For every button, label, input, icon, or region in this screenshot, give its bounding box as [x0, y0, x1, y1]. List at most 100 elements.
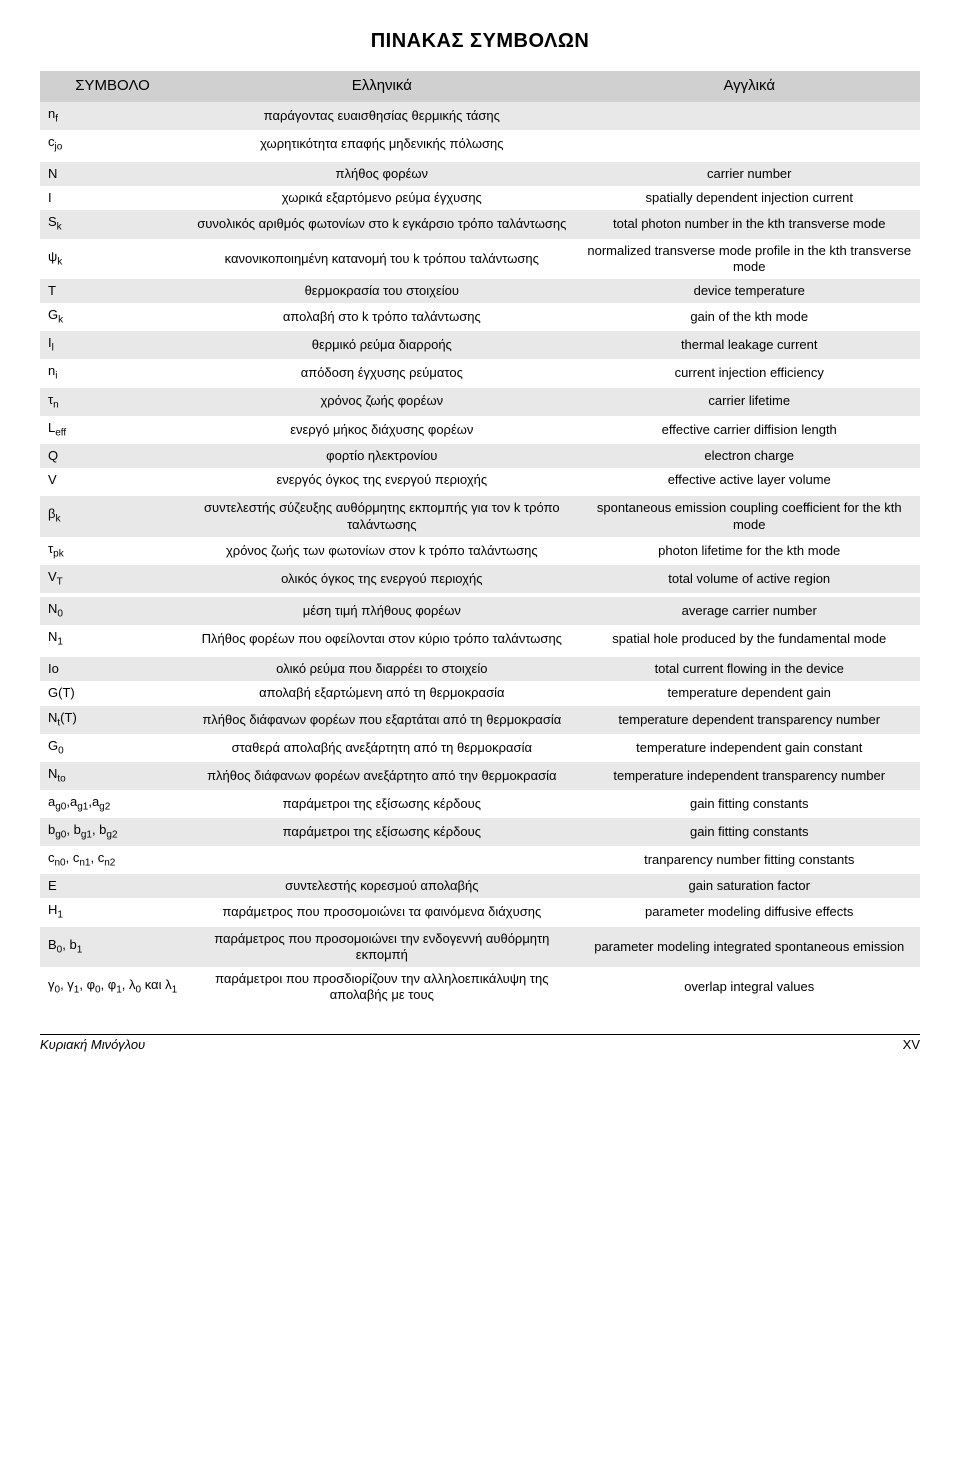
- greek-cell: παράμετροι που προσδιορίζουν την αλληλοε…: [185, 967, 578, 1008]
- table-row: ag0,ag1,ag2παράμετροι της εξίσωσης κέρδο…: [40, 790, 920, 818]
- symbol-cell: N0: [40, 597, 185, 625]
- greek-cell: χρόνος ζωής φορέων: [185, 388, 578, 416]
- greek-cell: πλήθος διάφανων φορέων ανεξάρτητο από τη…: [185, 762, 578, 790]
- table-row: Iχωρικά εξαρτόμενο ρεύμα έγχυσηςspatiall…: [40, 186, 920, 210]
- table-row: Nt(T)πλήθος διάφανων φορέων που εξαρτάτα…: [40, 706, 920, 734]
- table-row: Ilθερμικό ρεύμα διαρροήςthermal leakage …: [40, 331, 920, 359]
- symbol-cell: γ0, γ1, φ0, φ1, λ0 και λ1: [40, 967, 185, 1008]
- greek-cell: Πλήθος φορέων που οφείλονται στον κύριο …: [185, 625, 578, 653]
- symbol-cell: VT: [40, 565, 185, 593]
- table-header-cell: Αγγλικά: [578, 71, 920, 102]
- table-row: G(T)απολαβή εξαρτώμενη από τη θερμοκρασί…: [40, 681, 920, 705]
- greek-cell: [185, 846, 578, 874]
- english-cell: device temperature: [578, 279, 920, 303]
- english-cell: temperature independent gain constant: [578, 734, 920, 762]
- english-cell: current injection efficiency: [578, 359, 920, 387]
- symbol-cell: βk: [40, 496, 185, 537]
- english-cell: spatially dependent injection current: [578, 186, 920, 210]
- symbol-cell: N1: [40, 625, 185, 653]
- greek-cell: παράμετροι της εξίσωσης κέρδους: [185, 818, 578, 846]
- symbol-cell: Gk: [40, 303, 185, 331]
- table-header-row: ΣΥΜΒΟΛΟΕλληνικάΑγγλικά: [40, 71, 920, 102]
- english-cell: effective active layer volume: [578, 468, 920, 492]
- greek-cell: φορτίο ηλεκτρονίου: [185, 444, 578, 468]
- symbol-cell: nf: [40, 102, 185, 130]
- table-row: G0σταθερά απολαβής ανεξάρτητη από τη θερ…: [40, 734, 920, 762]
- greek-cell: χωρικά εξαρτόμενο ρεύμα έγχυσης: [185, 186, 578, 210]
- table-row: cn0, cn1, cn2tranparency number fitting …: [40, 846, 920, 874]
- english-cell: parameter modeling integrated spontaneou…: [578, 927, 920, 968]
- greek-cell: συνολικός αριθμός φωτονίων στο k εγκάρσι…: [185, 210, 578, 238]
- symbol-cell: Il: [40, 331, 185, 359]
- table-row: Nπλήθος φορέωνcarrier number: [40, 162, 920, 186]
- english-cell: gain fitting constants: [578, 818, 920, 846]
- symbol-cell: Sk: [40, 210, 185, 238]
- greek-cell: πλήθος διάφανων φορέων που εξαρτάται από…: [185, 706, 578, 734]
- english-cell: gain saturation factor: [578, 874, 920, 898]
- english-cell: effective carrier diffision length: [578, 416, 920, 444]
- english-cell: spontaneous emission coupling coefficien…: [578, 496, 920, 537]
- english-cell: thermal leakage current: [578, 331, 920, 359]
- table-row: Tθερμοκρασία του στοιχείουdevice tempera…: [40, 279, 920, 303]
- english-cell: tranparency number fitting constants: [578, 846, 920, 874]
- symbol-cell: Leff: [40, 416, 185, 444]
- greek-cell: παράγοντας ευαισθησίας θερμικής τάσης: [185, 102, 578, 130]
- symbol-cell: ψk: [40, 239, 185, 280]
- table-row: VTολικός όγκος της ενεργού περιοχήςtotal…: [40, 565, 920, 593]
- symbol-cell: Q: [40, 444, 185, 468]
- english-cell: parameter modeling diffusive effects: [578, 898, 920, 926]
- english-cell: overlap integral values: [578, 967, 920, 1008]
- symbol-cell: ni: [40, 359, 185, 387]
- english-cell: carrier lifetime: [578, 388, 920, 416]
- greek-cell: απόδοση έγχυσης ρεύματος: [185, 359, 578, 387]
- greek-cell: θερμικό ρεύμα διαρροής: [185, 331, 578, 359]
- greek-cell: παράμετρος που προσομοιώνει την ενδογενν…: [185, 927, 578, 968]
- english-cell: photon lifetime for the kth mode: [578, 537, 920, 565]
- greek-cell: ενεργός όγκος της ενεργού περιοχής: [185, 468, 578, 492]
- symbol-cell: V: [40, 468, 185, 492]
- symbol-cell: H1: [40, 898, 185, 926]
- symbol-cell: τn: [40, 388, 185, 416]
- table-row: cjoχωρητικότητα επαφής μηδενικής πόλωσης: [40, 130, 920, 158]
- symbol-cell: Nto: [40, 762, 185, 790]
- greek-cell: μέση τιμή πλήθους φορέων: [185, 597, 578, 625]
- english-cell: carrier number: [578, 162, 920, 186]
- english-cell: temperature independent transparency num…: [578, 762, 920, 790]
- symbol-cell: Nt(T): [40, 706, 185, 734]
- symbol-cell: cjo: [40, 130, 185, 158]
- greek-cell: χωρητικότητα επαφής μηδενικής πόλωσης: [185, 130, 578, 158]
- greek-cell: απολαβή στο k τρόπο ταλάντωσης: [185, 303, 578, 331]
- table-row: ψkκανονικοποιημένη κατανομή του k τρόπου…: [40, 239, 920, 280]
- symbol-cell: Io: [40, 657, 185, 681]
- english-cell: electron charge: [578, 444, 920, 468]
- table-row: niαπόδοση έγχυσης ρεύματοςcurrent inject…: [40, 359, 920, 387]
- symbol-cell: I: [40, 186, 185, 210]
- table-row: nfπαράγοντας ευαισθησίας θερμικής τάσης: [40, 102, 920, 130]
- english-cell: gain fitting constants: [578, 790, 920, 818]
- symbols-table: ΣΥΜΒΟΛΟΕλληνικάΑγγλικάnfπαράγοντας ευαισ…: [40, 71, 920, 1008]
- symbol-cell: G(T): [40, 681, 185, 705]
- table-row: τpkχρόνος ζωής των φωτονίων στον k τρόπο…: [40, 537, 920, 565]
- english-cell: total current flowing in the device: [578, 657, 920, 681]
- table-row: γ0, γ1, φ0, φ1, λ0 και λ1παράμετροι που …: [40, 967, 920, 1008]
- symbol-cell: bg0, bg1, bg2: [40, 818, 185, 846]
- footer-page-number: XV: [903, 1037, 920, 1052]
- greek-cell: παράμετροι της εξίσωσης κέρδους: [185, 790, 578, 818]
- table-row: Ntoπλήθος διάφανων φορέων ανεξάρτητο από…: [40, 762, 920, 790]
- english-cell: total photon number in the kth transvers…: [578, 210, 920, 238]
- greek-cell: ολικός όγκος της ενεργού περιοχής: [185, 565, 578, 593]
- english-cell: total volume of active region: [578, 565, 920, 593]
- symbol-cell: E: [40, 874, 185, 898]
- symbol-cell: N: [40, 162, 185, 186]
- greek-cell: σταθερά απολαβής ανεξάρτητη από τη θερμο…: [185, 734, 578, 762]
- symbol-cell: G0: [40, 734, 185, 762]
- english-cell: temperature dependent transparency numbe…: [578, 706, 920, 734]
- table-row: N1Πλήθος φορέων που οφείλονται στον κύρι…: [40, 625, 920, 653]
- table-header-cell: Ελληνικά: [185, 71, 578, 102]
- table-header-cell: ΣΥΜΒΟΛΟ: [40, 71, 185, 102]
- table-row: Eσυντελεστής κορεσμού απολαβήςgain satur…: [40, 874, 920, 898]
- page-footer: Κυριακή Μινόγλου XV: [40, 1034, 920, 1052]
- table-row: B0, b1παράμετρος που προσομοιώνει την εν…: [40, 927, 920, 968]
- table-row: βkσυντελεστής σύζευξης αυθόρμητης εκπομπ…: [40, 496, 920, 537]
- english-cell: average carrier number: [578, 597, 920, 625]
